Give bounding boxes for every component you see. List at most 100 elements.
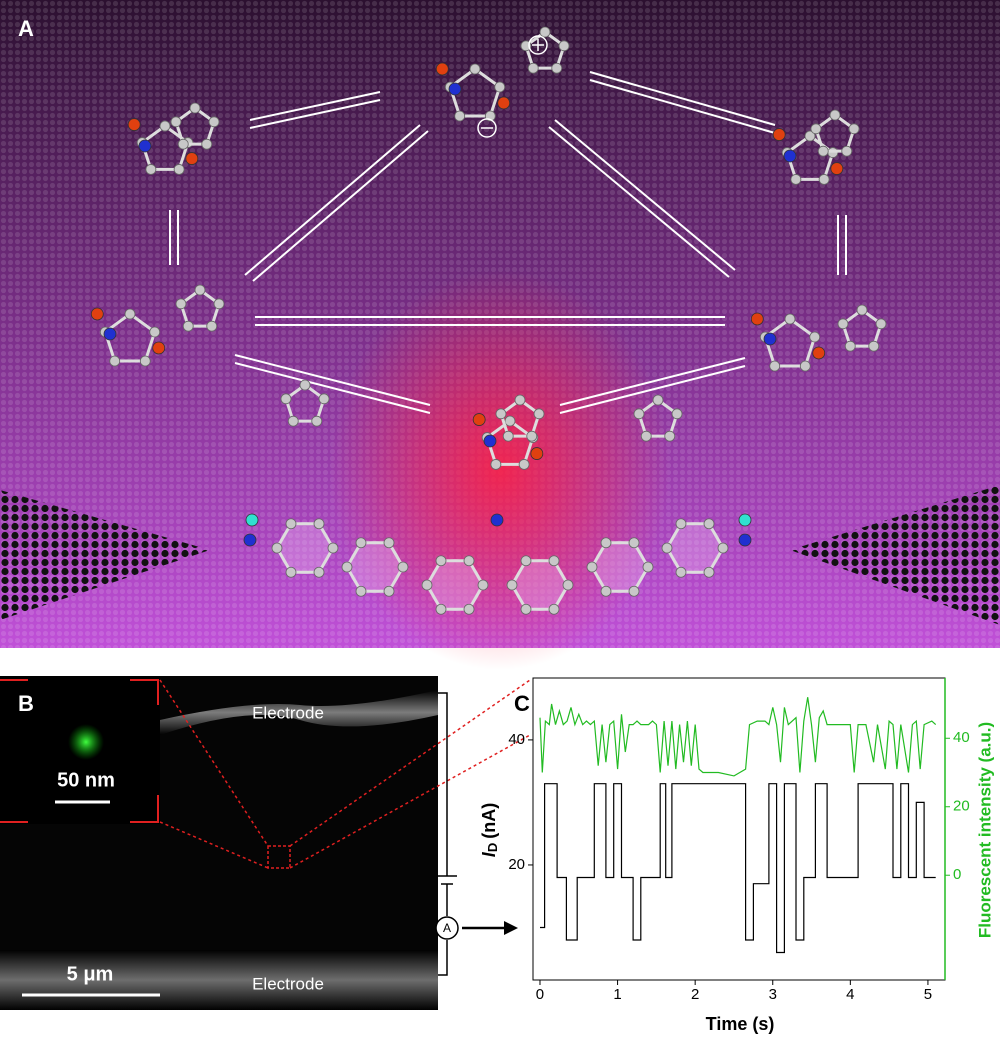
atom xyxy=(285,566,297,578)
heteroatom xyxy=(152,341,166,355)
y-tick-label: 40 xyxy=(508,731,525,748)
atom xyxy=(664,430,676,442)
electrode-band xyxy=(160,690,438,735)
heteroatom xyxy=(497,96,511,110)
arrow xyxy=(252,130,429,282)
atom xyxy=(790,174,802,185)
atom xyxy=(175,298,187,310)
atom xyxy=(189,102,201,114)
atom xyxy=(318,393,330,405)
y-tick-label: 20 xyxy=(508,856,525,873)
atom xyxy=(875,318,887,330)
x-tick-label: 0 xyxy=(536,986,544,1003)
atom xyxy=(124,308,136,320)
panel-b: 50 nm 5 μm Electrode Electrode A B xyxy=(0,676,531,1010)
zoom-lines xyxy=(159,679,531,869)
atom xyxy=(817,145,829,157)
ring-fill xyxy=(349,541,401,593)
data-line xyxy=(540,783,936,954)
atom xyxy=(628,537,640,549)
arrow xyxy=(559,357,746,406)
heteroatom xyxy=(103,327,117,341)
y-label-subscript: D xyxy=(485,843,500,852)
ring-fill xyxy=(669,522,721,574)
heteroatom xyxy=(90,307,104,321)
atom xyxy=(809,331,821,343)
heteroatom xyxy=(763,332,777,346)
y-label-unit: (nA) xyxy=(479,803,499,839)
atom xyxy=(661,542,673,554)
atom xyxy=(533,408,545,420)
atom xyxy=(810,123,822,135)
atom xyxy=(463,555,475,567)
plus-sign xyxy=(532,39,544,51)
heteroatom xyxy=(738,533,752,547)
y2-axis-label: Fluorescent intensity (a.u.) xyxy=(975,722,994,938)
panel-label: C xyxy=(514,691,530,716)
atom xyxy=(675,566,687,578)
ring-fill xyxy=(514,559,566,611)
atom xyxy=(206,320,218,332)
atom xyxy=(640,430,652,442)
atom xyxy=(280,393,292,405)
panel-label: A xyxy=(18,16,34,41)
atom xyxy=(642,561,654,573)
atom xyxy=(495,408,507,420)
arrow xyxy=(234,362,431,414)
x-axis-label: Time (s) xyxy=(706,1014,775,1034)
arrow xyxy=(554,119,736,271)
atom xyxy=(313,518,325,530)
arrow xyxy=(244,124,421,276)
graphene-left xyxy=(0,490,210,620)
atom xyxy=(109,355,121,367)
atom xyxy=(383,537,395,549)
y-axis-label: ID (nA) xyxy=(479,803,501,857)
atom xyxy=(311,415,323,427)
atom xyxy=(562,579,574,591)
atom xyxy=(502,430,514,442)
atom xyxy=(477,579,489,591)
atom xyxy=(159,120,171,132)
atom xyxy=(769,360,781,372)
atom xyxy=(383,585,395,597)
heteroatom xyxy=(772,128,786,141)
heteroatom xyxy=(185,152,199,165)
heteroatom xyxy=(490,513,504,527)
heteroatom xyxy=(127,118,141,131)
atom xyxy=(213,298,225,310)
atom xyxy=(149,326,161,338)
atom xyxy=(539,26,551,38)
atom xyxy=(355,585,367,597)
zoom-line xyxy=(159,821,269,869)
atom xyxy=(548,555,560,567)
atom xyxy=(397,561,409,573)
heteroatom xyxy=(243,533,257,547)
atom xyxy=(520,603,532,615)
atom xyxy=(829,109,841,121)
data-line xyxy=(539,697,937,777)
heteroatom xyxy=(138,139,152,153)
inset-frame xyxy=(0,679,159,823)
atom xyxy=(633,408,645,420)
atom xyxy=(490,459,502,470)
atom xyxy=(177,138,189,150)
circuit xyxy=(435,692,459,976)
atom xyxy=(469,63,481,75)
ring-fill xyxy=(279,522,331,574)
atom xyxy=(799,360,811,372)
arrow xyxy=(548,126,730,278)
atom xyxy=(355,537,367,549)
arrow xyxy=(249,99,381,129)
panel-c: C Time (s) ID (nA) Fluorescent intensity … xyxy=(479,691,995,1034)
plus-sign xyxy=(528,35,548,55)
atom xyxy=(675,518,687,530)
fluorescent-spot xyxy=(68,724,104,760)
electrode-label: Electrode xyxy=(252,703,324,722)
atom xyxy=(341,561,353,573)
electrode-label: Electrode xyxy=(252,974,324,993)
atom xyxy=(818,174,830,185)
minus-sign xyxy=(477,118,497,138)
atom xyxy=(173,164,185,175)
atom xyxy=(548,603,560,615)
